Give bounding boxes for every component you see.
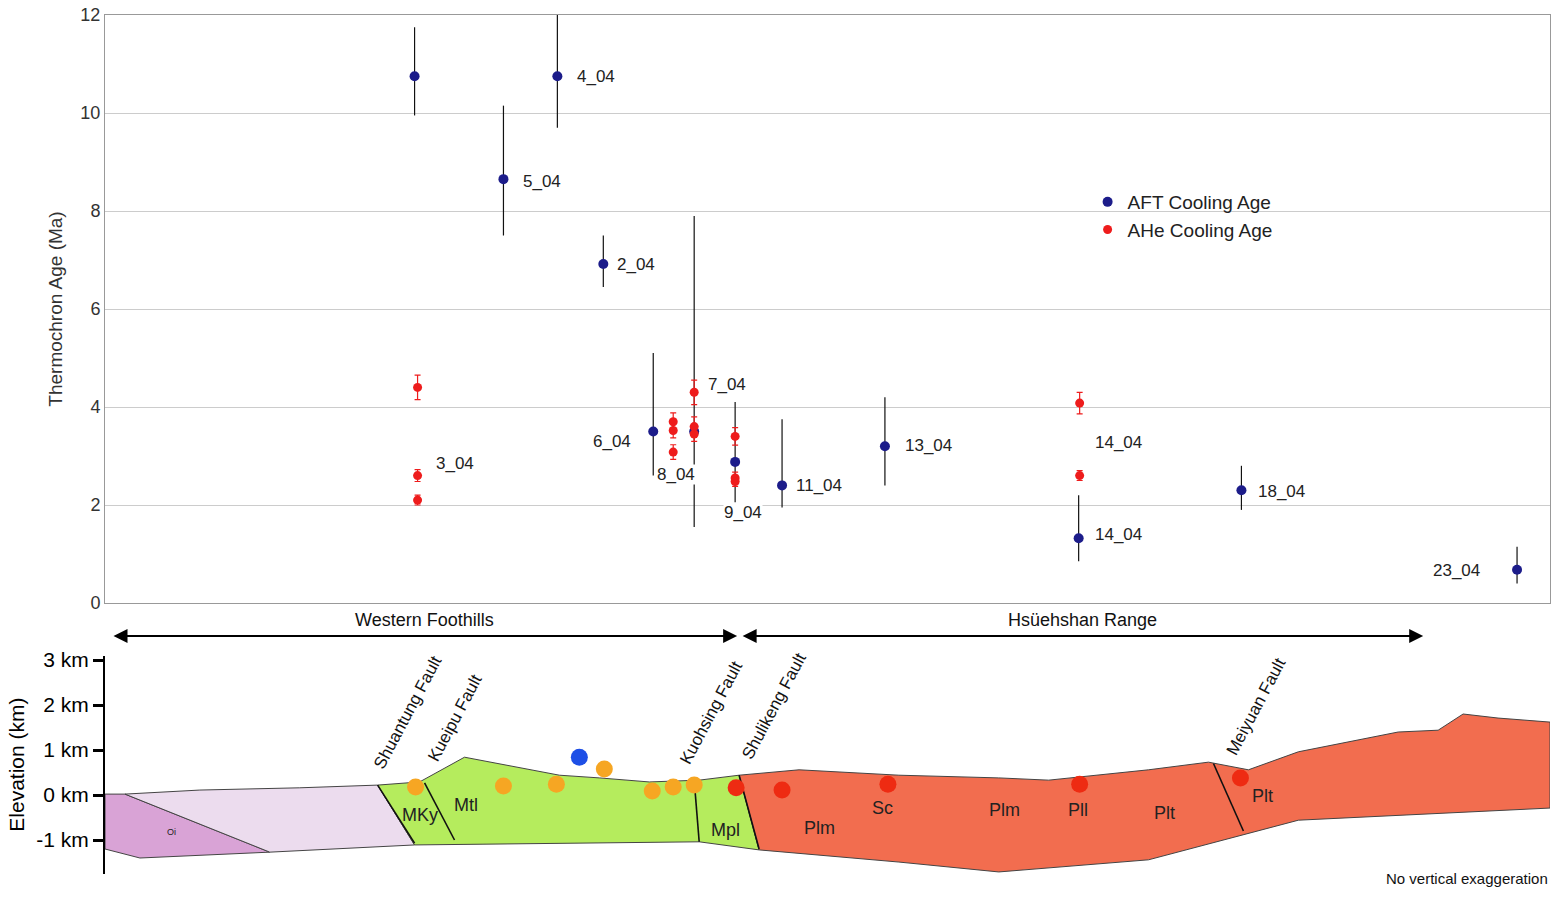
svg-text:Hsüehshan Range: Hsüehshan Range — [1008, 610, 1157, 630]
svg-text:Meiyuan Fault: Meiyuan Fault — [1223, 655, 1290, 758]
svg-text:3 km: 3 km — [43, 648, 89, 671]
svg-text:13_04: 13_04 — [905, 436, 952, 455]
svg-text:Sc: Sc — [872, 798, 893, 818]
svg-text:5_04: 5_04 — [523, 172, 561, 191]
svg-text:Kuohsing Fault: Kuohsing Fault — [676, 658, 746, 767]
svg-text:1 km: 1 km — [43, 738, 89, 761]
svg-text:10: 10 — [80, 103, 100, 123]
svg-text:Plm: Plm — [989, 800, 1020, 820]
svg-text:12: 12 — [80, 5, 100, 25]
svg-text:4: 4 — [90, 397, 100, 417]
svg-text:8_04: 8_04 — [657, 465, 695, 484]
svg-text:Plt: Plt — [1252, 786, 1273, 806]
svg-text:Kueipu Fault: Kueipu Fault — [424, 671, 486, 764]
svg-text:23_04: 23_04 — [1433, 561, 1480, 580]
svg-text:Western Foothills: Western Foothills — [355, 610, 494, 630]
svg-text:-1 km: -1 km — [36, 828, 89, 851]
svg-text:Elevation (km): Elevation (km) — [5, 698, 28, 832]
svg-text:14_04: 14_04 — [1095, 525, 1142, 544]
svg-text:MKy: MKy — [402, 805, 438, 825]
svg-text:2_04: 2_04 — [617, 255, 655, 274]
svg-text:14_04: 14_04 — [1095, 433, 1142, 452]
svg-text:Mpl: Mpl — [711, 820, 740, 840]
svg-text:3_04: 3_04 — [436, 454, 474, 473]
svg-text:2: 2 — [90, 495, 100, 515]
svg-text:2 km: 2 km — [43, 693, 89, 716]
svg-text:Thermochron Age (Ma): Thermochron Age (Ma) — [45, 211, 66, 406]
svg-text:6: 6 — [90, 299, 100, 319]
svg-text:8: 8 — [90, 201, 100, 221]
svg-text:7_04: 7_04 — [708, 375, 746, 394]
svg-text:9_04: 9_04 — [724, 503, 762, 522]
svg-text:0 km: 0 km — [43, 783, 89, 806]
svg-text:Mtl: Mtl — [454, 795, 478, 815]
svg-text:4_04: 4_04 — [577, 67, 615, 86]
svg-text:Oi: Oi — [167, 827, 176, 837]
svg-text:AHe Cooling Age: AHe Cooling Age — [1128, 220, 1273, 241]
svg-text:18_04: 18_04 — [1258, 482, 1305, 501]
svg-text:Plt: Plt — [1154, 803, 1175, 823]
svg-text:6_04: 6_04 — [593, 432, 631, 451]
svg-text:AFT Cooling Age: AFT Cooling Age — [1128, 192, 1271, 213]
svg-text:Shulikeng Fault: Shulikeng Fault — [738, 650, 810, 763]
svg-text:0: 0 — [90, 593, 100, 613]
svg-text:Plm: Plm — [804, 818, 835, 838]
svg-text:Shuantung Fault: Shuantung Fault — [370, 653, 445, 772]
svg-text:11_04: 11_04 — [796, 476, 842, 495]
svg-text:No vertical exaggeration: No vertical exaggeration — [1386, 870, 1548, 887]
svg-text:Pll: Pll — [1068, 800, 1088, 820]
